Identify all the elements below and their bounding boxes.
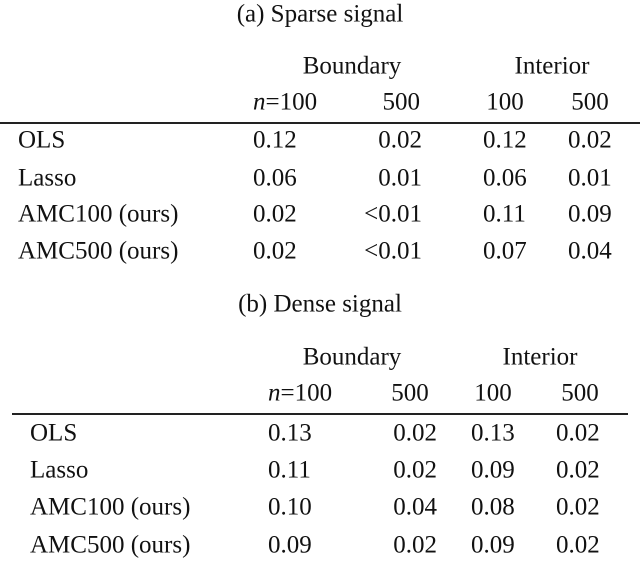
row-label: OLS [18,126,66,154]
table-cell: 0.02 [556,531,600,559]
row-label: AMC500 (ours) [18,237,179,265]
table-cell: 0.09 [471,531,515,559]
column-value: =100 [265,88,318,116]
table-cell: 0.04 [568,237,612,265]
table-cell: 0.09 [268,531,312,559]
table-cell: 0.08 [471,493,515,521]
table-cell: <0.01 [364,237,422,265]
group-header: Interior [502,343,578,371]
table-cell: 0.02 [556,419,600,447]
table-cell: 0.09 [568,200,612,228]
header-rule [0,122,640,124]
group-header: Boundary [302,343,402,371]
table-cell: 0.02 [378,126,422,154]
table-cell: 0.04 [393,493,437,521]
table-cell: 0.02 [253,200,297,228]
column-value: =100 [280,379,333,407]
column-header: 500 [391,379,429,407]
column-header: n=100 [268,381,332,406]
row-label: AMC500 (ours) [30,531,191,559]
variable: n [268,379,281,407]
column-header: 500 [571,88,609,116]
table-cell: 0.06 [483,164,527,192]
table-cell: 0.06 [253,164,297,192]
table-cell: 0.02 [568,126,612,154]
table-cell: 0.02 [393,419,437,447]
row-label: OLS [30,419,78,447]
row-label: Lasso [18,164,77,192]
row-label: Lasso [30,456,89,484]
table-caption: (a) Sparse signal [236,0,404,28]
table-cell: 0.11 [268,456,311,484]
table-cell: 0.10 [268,493,312,521]
table-cell: 0.12 [253,126,297,154]
column-header: 100 [474,379,512,407]
row-label: AMC100 (ours) [18,200,179,228]
table-cell: 0.02 [393,531,437,559]
table-cell: 0.13 [471,419,515,447]
table-cell: 0.11 [483,200,526,228]
table-cell: 0.13 [268,419,312,447]
group-header: Interior [514,52,590,80]
table-cell: 0.02 [556,456,600,484]
table-cell: 0.02 [393,456,437,484]
group-header: Boundary [302,52,402,80]
table-cell: 0.02 [556,493,600,521]
header-rule [12,413,628,415]
table-cell: 0.02 [253,237,297,265]
column-header: n=100 [253,90,317,115]
variable: n [253,88,266,116]
column-header: 500 [561,379,599,407]
column-header: 500 [382,88,421,116]
table-cell: <0.01 [364,200,422,228]
table-cell: 0.12 [483,126,527,154]
table-caption: (b) Dense signal [238,290,402,318]
row-label: AMC100 (ours) [30,493,191,521]
table-cell: 0.09 [471,456,515,484]
table-cell: 0.07 [483,237,527,265]
table-cell: 0.01 [378,164,422,192]
column-header: 100 [486,88,524,116]
table-cell: 0.01 [568,164,612,192]
